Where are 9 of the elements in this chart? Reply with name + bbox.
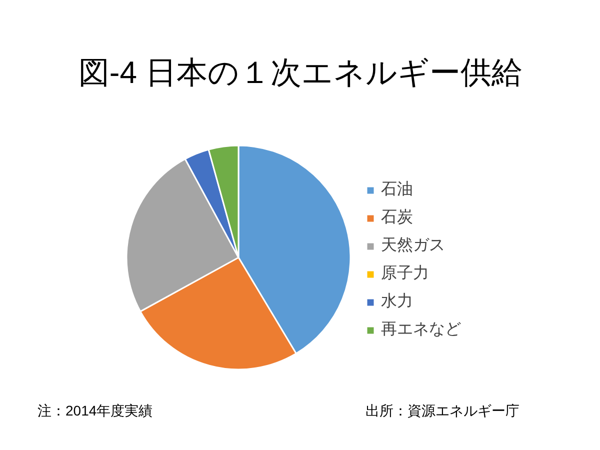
legend-label: 原子力 bbox=[381, 264, 429, 284]
legend-label: 再エネなど bbox=[381, 320, 461, 340]
legend-label: 石炭 bbox=[381, 208, 413, 228]
text: 注：2014年度実績 bbox=[38, 402, 153, 418]
legend-label: 水力 bbox=[381, 292, 413, 312]
chart-title: 図-4 日本の１次エネルギー供給 bbox=[78, 55, 523, 90]
legend-label: 天然ガス bbox=[381, 236, 445, 256]
text: 出所：資源エネルギー庁 bbox=[366, 402, 520, 418]
legend-label: 石油 bbox=[381, 180, 413, 200]
